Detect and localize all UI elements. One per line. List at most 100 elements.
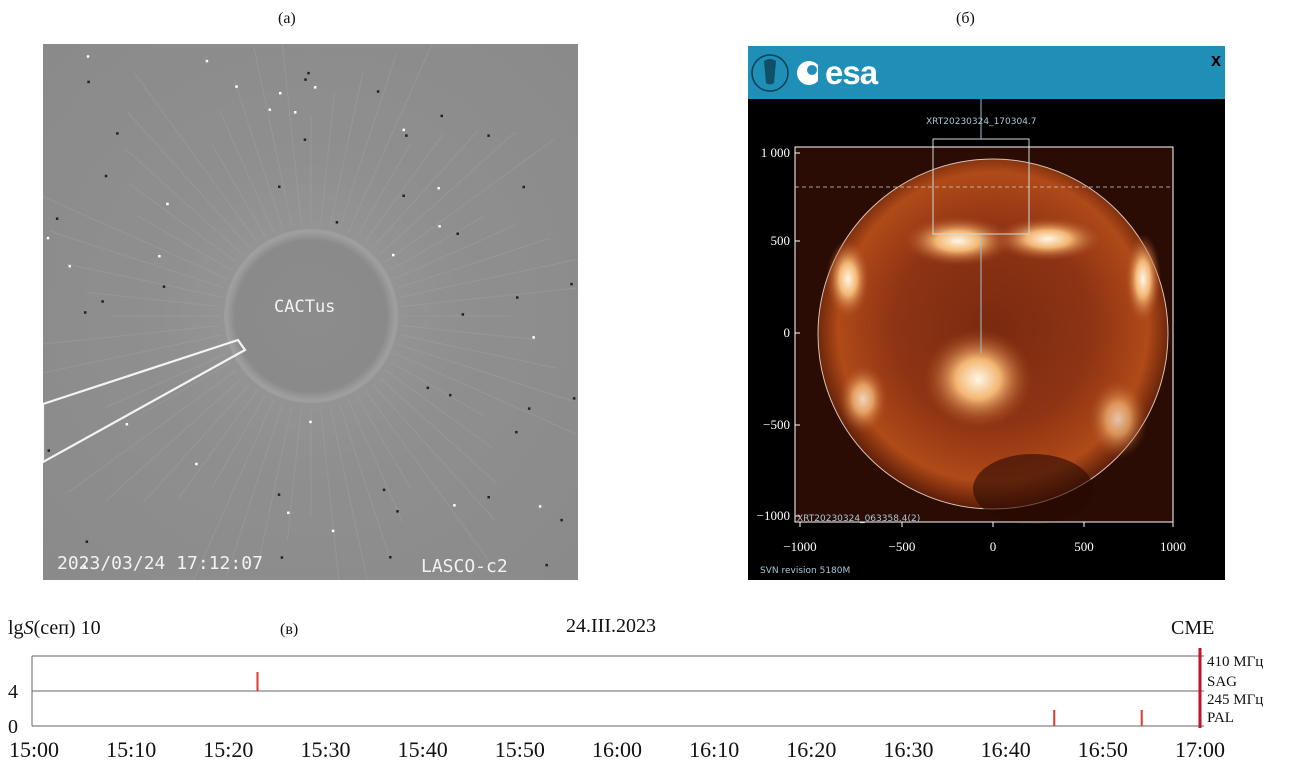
close-icon[interactable]: x [1210, 50, 1221, 70]
star-speck [46, 236, 50, 240]
corona-ray [390, 215, 485, 271]
xrt-x-tick: 0 [990, 539, 997, 554]
star-speck [162, 285, 166, 288]
xrt-revision: SVN revision 5180M [760, 566, 850, 576]
star-speck [522, 185, 525, 189]
corona-ray [402, 325, 535, 341]
star-speck [382, 488, 386, 492]
corona-ray [356, 395, 412, 490]
star-speck [545, 563, 548, 567]
corona-ray [364, 133, 444, 242]
chart-x-tick-label: 15:30 [300, 737, 350, 762]
chart-x-tick-label: 16:00 [592, 737, 642, 762]
xrt-x-tick: 1000 [1160, 539, 1186, 554]
star-speck [527, 407, 531, 410]
corona-ray [372, 384, 496, 521]
corona-ray [253, 46, 293, 227]
chart-ylabel: lgS(сеп) 10 [8, 617, 101, 639]
corona-ray [106, 377, 243, 501]
xrt-image-footer: XRT20230324_063358.4(2) [797, 514, 920, 524]
star-speck [402, 128, 406, 132]
star-speck [86, 55, 90, 58]
chart-x-tick-label: 15:40 [398, 737, 448, 762]
chart-x-tick-label: 16:20 [786, 737, 836, 762]
panel-label-a: (а) [278, 10, 296, 27]
star-speck [449, 393, 452, 397]
corona-ray [134, 73, 258, 242]
star-speck [278, 185, 281, 189]
chart-x-tick-label: 15:50 [495, 737, 545, 762]
corona-ray [192, 399, 275, 580]
xrt-y-tick: −1000 [757, 508, 790, 523]
corona-ray [126, 111, 250, 248]
star-speck [68, 264, 71, 268]
star-speck [47, 449, 51, 452]
xrt-y-tick: −500 [763, 417, 790, 432]
chart-x-tick-label: 17:00 [1175, 737, 1225, 762]
star-speck [83, 311, 87, 314]
star-speck [83, 565, 86, 568]
corona-ray [43, 325, 220, 345]
corona-ray [379, 377, 498, 484]
panel-label-c: (в) [280, 621, 298, 638]
star-speck [335, 221, 339, 224]
chart-right-label: 410 МГц [1207, 654, 1263, 670]
star-speck [402, 194, 405, 198]
star-speck [304, 78, 307, 81]
xrt-y-tick: 1 000 [761, 145, 790, 160]
star-speck [572, 397, 576, 400]
corona-ray [281, 44, 302, 225]
xrt-x-tick: 500 [1074, 539, 1094, 554]
corona-ray [219, 110, 275, 233]
corona-ray [379, 131, 516, 255]
star-speck [104, 174, 108, 178]
corona-ray [43, 334, 222, 374]
chart-x-tick-label: 16:50 [1078, 737, 1128, 762]
star-speck [515, 430, 518, 434]
star-speck [307, 71, 310, 75]
corona-ray [329, 405, 368, 580]
corona-ray [105, 352, 228, 408]
star-speck [287, 511, 290, 515]
star-speck [158, 254, 161, 258]
star-speck [268, 108, 272, 111]
lasco-image-drawing: CACTus 2023/03/24 17:12:07 LASCO-c2 [43, 44, 578, 580]
corona-ray [137, 361, 232, 417]
corona-ray [385, 139, 554, 263]
corona-ray [394, 224, 517, 280]
corona-ray [338, 54, 397, 229]
star-speck [389, 555, 392, 559]
star-speck [277, 493, 281, 496]
corona-ray [87, 291, 220, 307]
corona-ray [286, 407, 302, 540]
esa-logo-text: esa [825, 54, 878, 91]
corona-ray [385, 369, 494, 449]
star-speck [55, 217, 59, 220]
chart-right-label: 245 МГц [1207, 692, 1263, 708]
corona-ray [398, 343, 573, 402]
xrt-y-tick: 0 [784, 325, 791, 340]
star-speck [461, 313, 465, 316]
corona-ray [394, 352, 578, 436]
corona-ray [390, 361, 485, 417]
chart-x-tick-label: 15:00 [9, 737, 59, 762]
corona-ray [225, 403, 284, 578]
star-speck [313, 86, 317, 89]
star-speck [101, 300, 104, 303]
corona-ray [233, 78, 284, 229]
corona-ray [210, 395, 266, 490]
star-speck [280, 556, 284, 559]
radio-burst-chart: lgS(сеп) 10 (в) 24.III.2023 CME 4 0 15:00… [8, 615, 1263, 762]
occulter-disk [224, 229, 398, 403]
corona-ray [258, 405, 293, 561]
star-speck [516, 296, 519, 299]
star-speck [331, 529, 335, 533]
cme-label: CME [1171, 617, 1214, 639]
corona-ray [124, 148, 243, 255]
corona-ray [66, 263, 222, 298]
corona-ray [320, 92, 336, 225]
star-speck [116, 132, 119, 135]
corona-ray [400, 334, 556, 369]
star-speck [309, 420, 312, 424]
corona-ray [49, 230, 224, 289]
